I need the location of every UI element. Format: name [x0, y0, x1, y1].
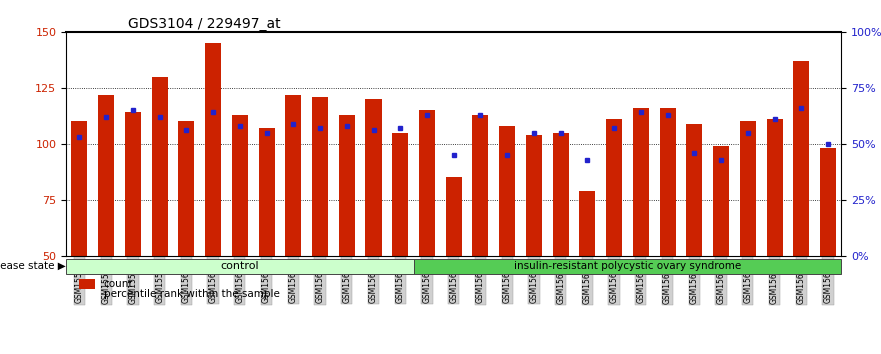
- Bar: [500, 126, 515, 256]
- Bar: [98, 95, 115, 256]
- FancyBboxPatch shape: [413, 258, 841, 274]
- Text: percentile rank within the sample: percentile rank within the sample: [103, 290, 279, 299]
- Bar: [552, 133, 568, 256]
- Bar: [713, 146, 729, 256]
- Text: count: count: [103, 279, 133, 289]
- Bar: [71, 121, 87, 256]
- Text: insulin-resistant polycystic ovary syndrome: insulin-resistant polycystic ovary syndr…: [514, 261, 741, 271]
- FancyBboxPatch shape: [66, 258, 413, 274]
- Bar: [446, 177, 462, 256]
- Bar: [205, 43, 221, 256]
- Bar: [312, 97, 328, 256]
- Bar: [339, 115, 355, 256]
- Bar: [580, 191, 596, 256]
- Bar: [232, 115, 248, 256]
- Bar: [740, 121, 756, 256]
- Text: GDS3104 / 229497_at: GDS3104 / 229497_at: [128, 17, 281, 31]
- Bar: [686, 124, 702, 256]
- Bar: [152, 77, 167, 256]
- Bar: [472, 115, 488, 256]
- Bar: [366, 99, 381, 256]
- Text: control: control: [220, 261, 259, 271]
- Bar: [285, 95, 301, 256]
- Bar: [258, 128, 275, 256]
- Text: disease state ▶: disease state ▶: [0, 261, 66, 271]
- Bar: [633, 108, 649, 256]
- FancyBboxPatch shape: [79, 290, 95, 299]
- Bar: [793, 61, 810, 256]
- Bar: [820, 148, 836, 256]
- Bar: [526, 135, 542, 256]
- Bar: [419, 110, 435, 256]
- Bar: [766, 119, 782, 256]
- Bar: [392, 133, 408, 256]
- Bar: [125, 113, 141, 256]
- Bar: [660, 108, 676, 256]
- Bar: [178, 121, 195, 256]
- Bar: [606, 119, 622, 256]
- FancyBboxPatch shape: [79, 279, 95, 289]
